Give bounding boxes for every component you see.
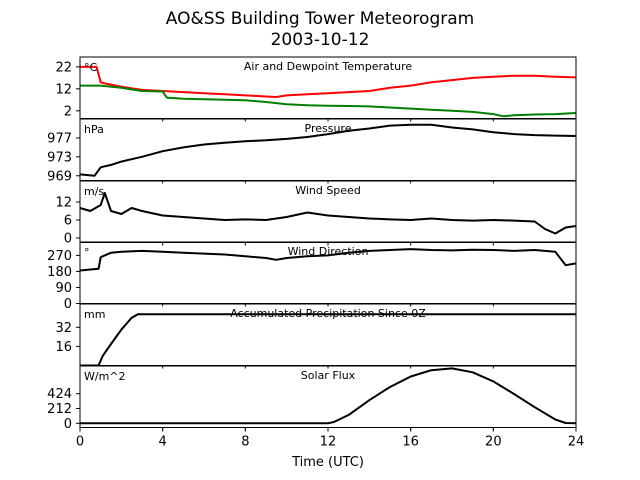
- series-line-3-0: [79, 248, 577, 272]
- x-tick-label: 12: [320, 435, 337, 450]
- series-line-0-0: [80, 65, 577, 98]
- y-tick-label-2: 6: [64, 214, 72, 229]
- panel-0: 2 12 22 °C Air and Dewpoint Temperature: [55, 56, 577, 122]
- x-tick-label: 4: [159, 435, 167, 450]
- panel-title-5: Solar Flux: [301, 369, 356, 382]
- x-tick-label: 8: [241, 435, 249, 450]
- y-tick-label-3: 0: [64, 297, 72, 312]
- y-tick-label-3: 180: [47, 265, 72, 280]
- y-tick-label-3: 90: [55, 281, 72, 296]
- panel-unit-0: °C: [84, 61, 98, 74]
- panel-unit-3: °: [84, 246, 90, 259]
- y-tick-label-0: 22: [55, 60, 72, 75]
- y-tick-label-1: 977: [47, 131, 72, 146]
- panel-unit-2: m/s: [84, 185, 104, 198]
- panel-1: 969 973 977 hPa Pressure: [47, 118, 577, 184]
- x-tick-label: 0: [76, 435, 84, 450]
- panel-2: 0 6 12 m/s Wind Speed: [55, 180, 577, 247]
- panel-4: 16 32 mm Accumulated Precipitation Since 0Z: [55, 303, 577, 369]
- chart-title: AO&SS Building Tower Meteorogram: [166, 9, 474, 29]
- series-line-2-0: [79, 192, 577, 235]
- y-tick-label-4: 16: [55, 340, 72, 355]
- series-line-0-1: [80, 84, 577, 118]
- panel-title-1: Pressure: [305, 122, 352, 135]
- series-line-1-0: [79, 123, 577, 177]
- x-tick-label: 24: [568, 435, 585, 450]
- y-tick-label-4: 32: [55, 321, 72, 336]
- x-axis: 0 4 8 12 16 20 24: [76, 427, 585, 450]
- panel-title-2: Wind Speed: [295, 184, 361, 197]
- x-tick-label: 20: [485, 435, 502, 450]
- y-tick-label-3: 270: [47, 249, 72, 264]
- y-tick-label-1: 969: [47, 169, 72, 184]
- y-tick-label-0: 2: [64, 104, 72, 119]
- panel-unit-1: hPa: [84, 123, 104, 136]
- panel-title-3: Wind Direction: [288, 245, 369, 258]
- x-axis-label: Time (UTC): [291, 455, 364, 470]
- panel-unit-5: W/m^2: [84, 370, 126, 383]
- y-tick-label-1: 973: [47, 150, 72, 165]
- series-line-4-0: [80, 313, 576, 367]
- series-line-5-0: [80, 367, 577, 425]
- y-tick-label-0: 12: [55, 82, 72, 97]
- y-tick-label-5: 0: [64, 417, 72, 432]
- y-tick-label-5: 424: [47, 387, 72, 402]
- panel-title-4: Accumulated Precipitation Since 0Z: [230, 307, 426, 320]
- y-tick-label-2: 12: [55, 196, 72, 211]
- panel-unit-4: mm: [84, 308, 105, 321]
- y-tick-label-5: 212: [47, 402, 72, 417]
- chart-subtitle: 2003-10-12: [271, 30, 370, 50]
- x-tick-label: 16: [402, 435, 419, 450]
- y-tick-label-2: 0: [64, 232, 72, 247]
- panel-title-0: Air and Dewpoint Temperature: [244, 60, 412, 73]
